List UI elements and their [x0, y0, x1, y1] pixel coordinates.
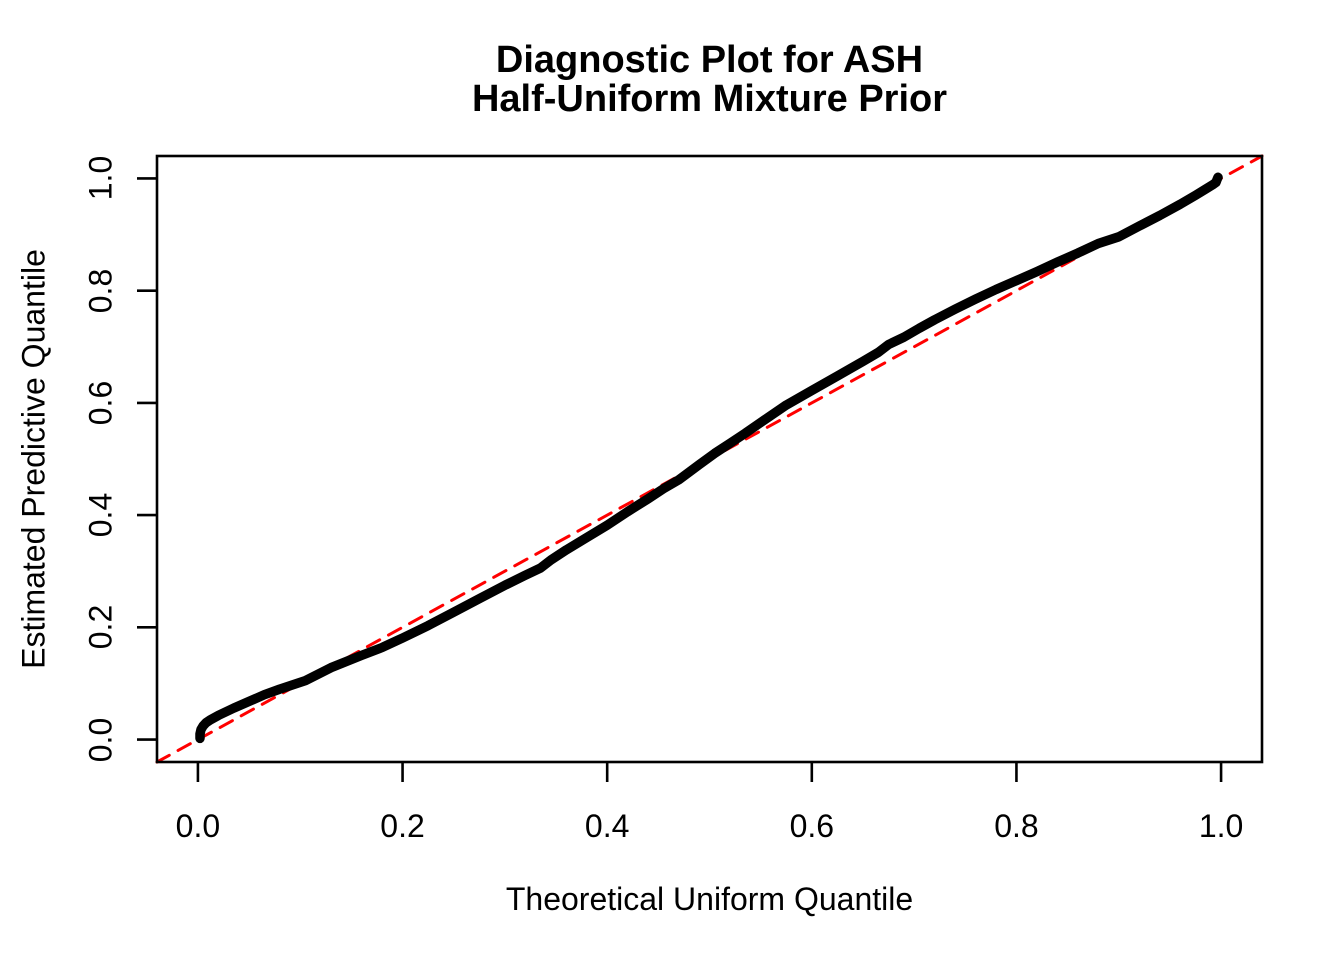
x-tick-label: 0.8: [994, 808, 1039, 844]
y-tick-label: 0.8: [82, 268, 119, 313]
x-tick-label: 0.0: [175, 808, 221, 844]
plot-frame: [155, 154, 1264, 764]
y-tick-label: 0.6: [82, 380, 119, 426]
x-tick-label: 0.4: [584, 808, 630, 844]
x-tick-label: 0.6: [789, 808, 835, 844]
y-tick-label: 1.0: [82, 156, 119, 201]
x-tick-label: 0.2: [380, 808, 425, 844]
y-axis-title: Estimated Predictive Quantile: [15, 249, 52, 669]
empirical-predictive-quantiles: [195, 172, 1223, 744]
plot-title: Diagnostic Plot for ASH Half-Uniform Mix…: [157, 41, 1262, 119]
x-axis-title: Theoretical Uniform Quantile: [505, 881, 914, 917]
x-tick-label: 1.0: [1198, 808, 1244, 844]
plot-title-line1: Diagnostic Plot for ASH: [495, 39, 924, 81]
y-tick-label: 0.0: [82, 717, 119, 762]
y-tick-label: 0.4: [82, 492, 119, 538]
plot-title-line2: Half-Uniform Mixture Prior: [471, 78, 948, 120]
y-tick-label: 0.2: [82, 605, 119, 650]
